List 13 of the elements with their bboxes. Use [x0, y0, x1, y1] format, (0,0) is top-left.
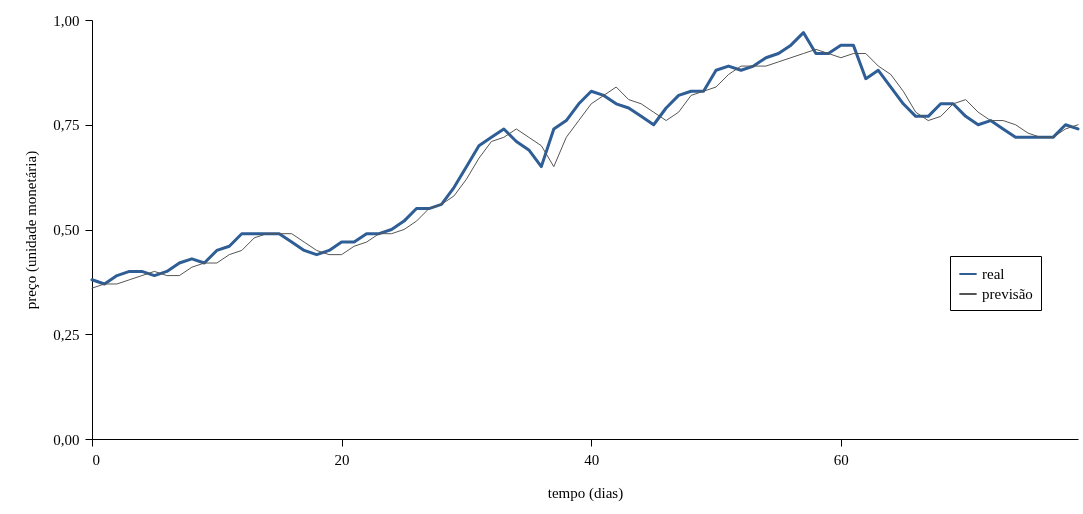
x-tick-label: 60 [833, 451, 849, 468]
y-tick-label: 0,50 [53, 222, 80, 238]
y-tick-label: 0,75 [53, 117, 80, 134]
y-tick-label: 0,25 [53, 326, 80, 343]
y-tick-label: 1,00 [53, 12, 80, 29]
y-tick-label: 0,00 [53, 431, 80, 448]
y-axis-title: preço (unidade monetária) [23, 150, 41, 310]
x-tick-label: 0 [92, 451, 100, 468]
x-tick-label: 20 [334, 451, 350, 468]
legend-label: real [982, 266, 1005, 282]
legend-label: previsão [982, 286, 1033, 302]
x-tick-label: 40 [584, 451, 600, 468]
x-axis-title: tempo (dias) [547, 484, 624, 502]
